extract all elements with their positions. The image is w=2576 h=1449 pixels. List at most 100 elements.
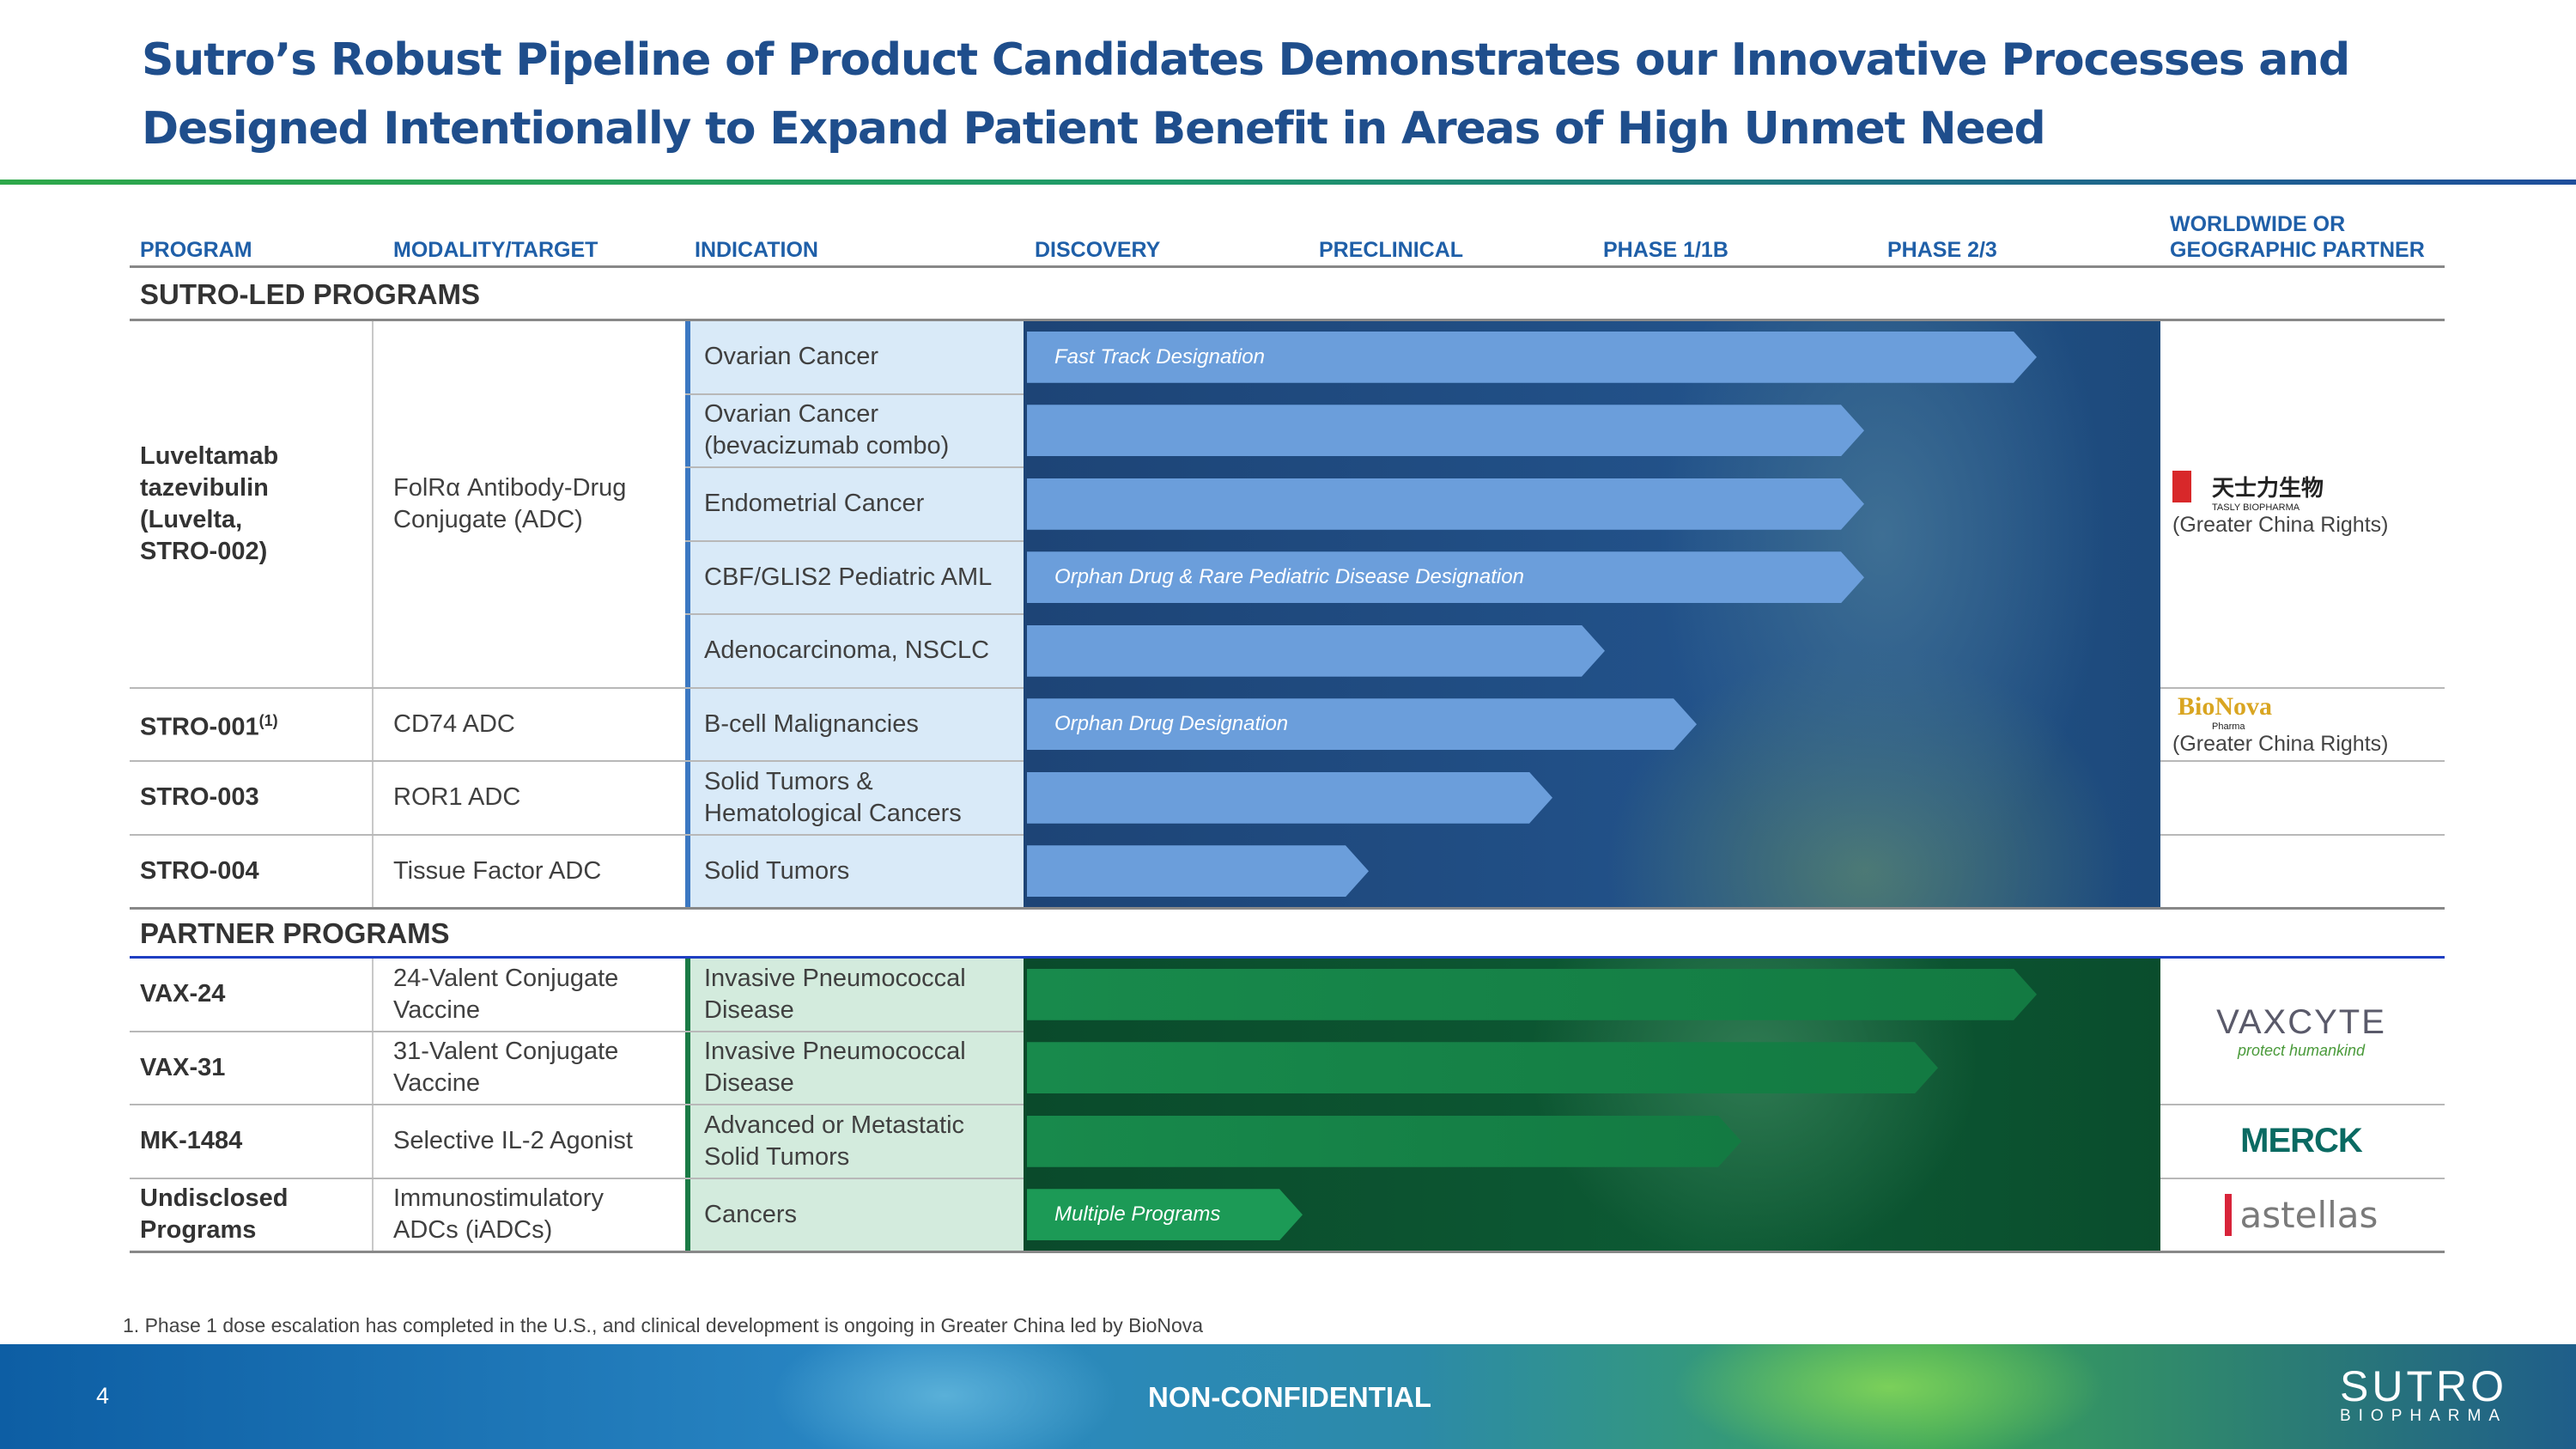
indication-line: CBF/GLIS2 Pediatric AML [704,563,993,591]
modality-line: ADCs (iADCs) [393,1216,553,1245]
program-name-line: tazevibulin [140,473,269,502]
modality-line: FolRα Antibody-Drug [393,473,627,502]
row-rule [130,1030,1024,1032]
row-rule [2160,1177,2445,1179]
program-name-line: Programs [140,1216,257,1245]
progress-bar [1027,1042,1938,1093]
indication: Ovarian Cancer [704,320,1022,394]
program-name: MK-1484 [140,1105,368,1178]
indication-line: (bevacizumab combo) [704,432,950,460]
indication-line: Solid Tumors [704,856,850,885]
indication: B-cell Malignancies [704,688,1022,762]
indication-line: Disease [704,1069,794,1098]
indication-line: Adenocarcinoma, NSCLC [704,636,990,665]
title-line: Designed Intentionally to Expand Patient… [142,103,2046,155]
modality: Immunostimulatory ADCs (iADCs) [393,1178,677,1252]
title-rule [0,180,2576,185]
column-rule [372,320,374,907]
footnote-ref: (1) [258,711,278,729]
progress-bar [1027,845,1369,897]
partner-logo: VAXCYTE [2216,1002,2386,1041]
column-header: MODALITY/TARGET [393,238,598,262]
row-rule [2160,686,2445,689]
column-header-line: GEOGRAPHIC PARTNER [2170,238,2425,262]
column-header: PRECLINICAL [1319,238,1464,262]
title-line: Sutro’s Robust Pipeline of Product Candi… [142,34,2350,86]
modality-line: Vaccine [393,1069,481,1098]
company-logo-sub: BIOPHARMA [2339,1407,2508,1425]
partner: VAXCYTE protect humankind [2172,958,2430,1105]
section-title: PARTNER PROGRAMS [140,916,450,949]
indication-line: Solid Tumors & [704,767,873,795]
progress-bar: Fast Track Designation [1027,332,2037,383]
indication-line: Invasive Pneumococcal [704,1038,966,1066]
program-name-line: (Luvelta, [140,505,243,533]
program-name-line: STRO-003 [140,783,259,812]
progress-bar: Orphan Drug & Rare Pediatric Disease Des… [1027,551,1864,603]
modality-line: Conjugate (ADC) [393,505,583,533]
indication: CBF/GLIS2 Pediatric AML [704,541,1022,615]
indication: Adenocarcinoma, NSCLC [704,614,1022,688]
modality-line: Immunostimulatory [393,1184,604,1213]
modality-line: CD74 ADC [393,709,515,738]
header-rule [130,265,2445,268]
modality: Tissue Factor ADC [393,835,677,909]
modality-line: ROR1 ADC [393,783,521,812]
row-rule [2160,1104,2445,1105]
progress-bar [1027,478,1864,530]
program-name-line: MK-1484 [140,1127,243,1155]
indication-line: Hematological Cancers [704,799,962,827]
row-rule [685,466,1024,468]
row-rule [130,1177,1024,1179]
indication: Invasive Pneumococcal Disease [704,1032,1022,1105]
partner-logo: MERCK [2240,1122,2363,1160]
section-rule [130,1251,2445,1253]
program-name: Luveltamab tazevibulin (Luvelta, STRO-002) [140,320,368,688]
row-rule [130,760,1024,762]
partner: 天士力生物 TASLY BIOPHARMA (Greater China Right… [2172,320,2430,688]
partner-logo: BioNova [2178,691,2273,721]
indication: Endometrial Cancer [704,467,1022,541]
program-name-line: Luveltamab [140,441,279,470]
program-name-line: STRO-004 [140,856,259,885]
column-header-line: WORLDWIDE OR [2170,212,2346,236]
partner-logo: 天士力生物 [2172,470,2324,502]
partner: MERCK [2172,1105,2430,1178]
modality: FolRα Antibody-Drug Conjugate (ADC) [393,320,677,688]
program-name: Undisclosed Programs [140,1178,368,1252]
partner-note: (Greater China Rights) [2172,512,2389,537]
program-name: VAX-24 [140,958,368,1032]
program-name-line: Undisclosed [140,1184,289,1213]
column-header: DISCOVERY [1035,238,1161,262]
modality: Selective IL-2 Agonist [393,1105,677,1178]
row-rule [2160,760,2445,762]
modality-line: Vaccine [393,995,481,1024]
progress-bar [1027,625,1605,677]
row-rule [685,539,1024,542]
program-name-line: STRO-001(1) [140,711,278,741]
modality: 31-Valent Conjugate Vaccine [393,1032,677,1105]
row-rule [685,613,1024,615]
footer-band [0,1344,2576,1449]
program-name-line: STRO-002) [140,537,268,565]
modality-line: Selective IL-2 Agonist [393,1127,633,1155]
progress-bar: Multiple Programs [1027,1189,1303,1240]
row-rule [130,1104,1024,1105]
partner-note: (Greater China Rights) [2172,731,2389,756]
page-number: 4 [96,1383,110,1409]
indication-line: Cancers [704,1200,797,1228]
designation: Orphan Drug & Rare Pediatric Disease Des… [1054,565,1524,589]
modality: 24-Valent Conjugate Vaccine [393,958,677,1032]
section-title: SUTRO-LED PROGRAMS [140,277,480,310]
indication: Cancers [704,1178,1022,1252]
indication-line: Invasive Pneumococcal [704,964,966,992]
indication: Advanced or Metastatic Solid Tumors [704,1105,1022,1178]
program-name: STRO-003 [140,761,368,835]
indication: Invasive Pneumococcal Disease [704,958,1022,1032]
section-rule [130,907,2445,910]
designation: Multiple Programs [1054,1202,1221,1227]
indication-line: B-cell Malignancies [704,709,919,738]
partner-logo-sub: TASLY BIOPHARMA [2212,502,2300,513]
progress-bar [1027,405,1864,456]
